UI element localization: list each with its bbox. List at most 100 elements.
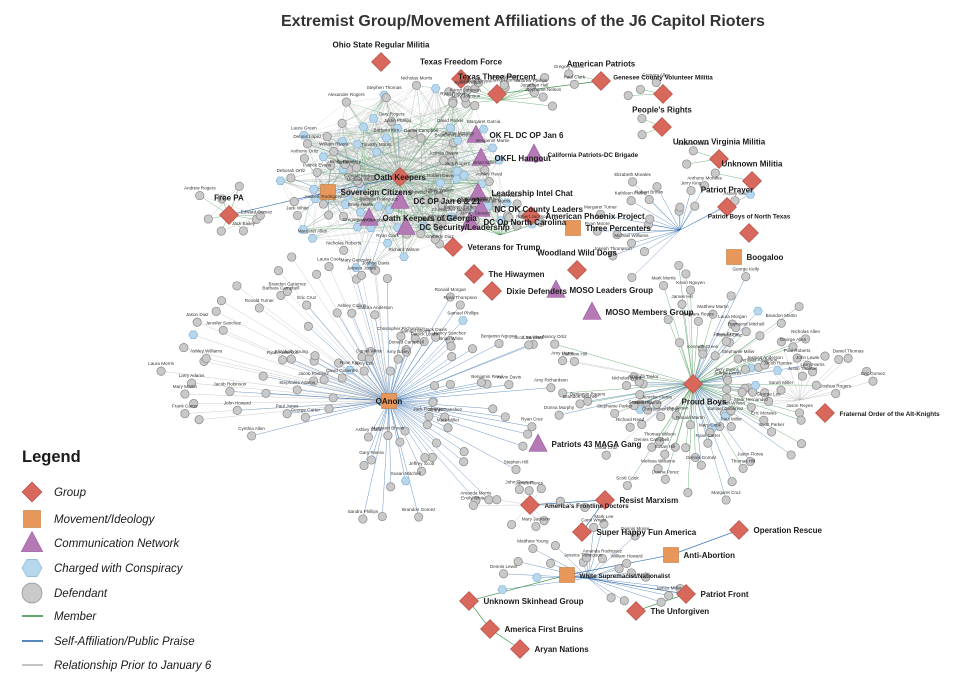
svg-text:Sandra Anderson: Sandra Anderson: [357, 305, 393, 310]
svg-text:Genesee County Volunteer Milit: Genesee County Volunteer Militia: [613, 75, 713, 82]
svg-text:John Howard: John Howard: [224, 400, 252, 405]
svg-text:Mary Cook: Mary Cook: [699, 422, 722, 427]
svg-text:Patriot Prayer: Patriot Prayer: [701, 186, 753, 195]
svg-text:People's Rights: People's Rights: [632, 106, 692, 115]
svg-text:Larry Harris: Larry Harris: [801, 362, 826, 367]
svg-text:Jerry King: Jerry King: [681, 181, 702, 186]
svg-text:MOSO Leaders Group: MOSO Leaders Group: [570, 286, 654, 295]
svg-text:Jacob Robinson: Jacob Robinson: [213, 381, 246, 386]
svg-text:Jason Diaz: Jason Diaz: [186, 312, 209, 317]
svg-text:Karen Johnson: Karen Johnson: [450, 88, 481, 93]
svg-text:Daniel Thomas: Daniel Thomas: [833, 348, 865, 353]
svg-text:Timothy Morris: Timothy Morris: [361, 142, 392, 147]
svg-text:Anti-Abortion: Anti-Abortion: [684, 551, 736, 560]
svg-text:Laura Green: Laura Green: [291, 125, 317, 130]
svg-text:Eric Gomez: Eric Gomez: [861, 371, 886, 376]
svg-text:Jessica Jones: Jessica Jones: [347, 265, 377, 270]
svg-text:Unknown Militia: Unknown Militia: [722, 160, 783, 169]
svg-text:John Lewis: John Lewis: [796, 355, 820, 360]
svg-text:Eric Cruz: Eric Cruz: [297, 295, 317, 300]
svg-text:Brandon Mitchell: Brandon Mitchell: [563, 394, 597, 399]
svg-text:The Hiwaymen: The Hiwaymen: [489, 270, 545, 279]
svg-text:Charged with Conspiracy: Charged with Conspiracy: [54, 563, 184, 575]
svg-text:Margaret Allen: Margaret Allen: [298, 228, 328, 233]
svg-text:Michael Williams: Michael Williams: [614, 233, 649, 238]
svg-text:Eric Morales: Eric Morales: [751, 410, 777, 415]
svg-text:Free PA: Free PA: [214, 194, 244, 203]
svg-text:Brandon Gutierrez: Brandon Gutierrez: [269, 282, 307, 287]
svg-text:Nicholas Roberts: Nicholas Roberts: [326, 240, 362, 245]
svg-text:Andrew Rodriguez: Andrew Rodriguez: [305, 194, 343, 199]
svg-text:Gary Rogers: Gary Rogers: [378, 112, 405, 117]
svg-text:Patriot Boys of North Texas: Patriot Boys of North Texas: [708, 214, 791, 221]
svg-text:Jacob Ramos: Jacob Ramos: [764, 361, 793, 366]
svg-text:Gregory Lewis: Gregory Lewis: [343, 217, 373, 222]
svg-text:America's Frontline Doctors: America's Frontline Doctors: [545, 503, 630, 510]
svg-text:Emily White: Emily White: [461, 495, 486, 500]
svg-text:Samuel Phillips: Samuel Phillips: [447, 310, 479, 315]
svg-text:Ryan Cruz: Ryan Cruz: [521, 417, 543, 422]
svg-text:Susan Mitchell: Susan Mitchell: [391, 471, 421, 476]
svg-text:Scott Parker: Scott Parker: [759, 422, 785, 427]
svg-text:Kevin Davis: Kevin Davis: [497, 375, 522, 380]
svg-text:Richard Wilson: Richard Wilson: [389, 247, 420, 252]
svg-text:George Lee: George Lee: [756, 391, 781, 396]
svg-text:Sandra Phillips: Sandra Phillips: [348, 509, 379, 514]
svg-text:Edward Gomez: Edward Gomez: [241, 210, 273, 215]
svg-text:Boogaloo: Boogaloo: [747, 253, 784, 262]
svg-text:George Kelly: George Kelly: [733, 267, 760, 272]
svg-text:Larry Adams: Larry Adams: [179, 373, 205, 378]
svg-text:Brandon Martin: Brandon Martin: [766, 313, 798, 318]
svg-text:Justin Phillips: Justin Phillips: [384, 118, 413, 123]
svg-text:Jeffrey Flores: Jeffrey Flores: [714, 370, 742, 375]
svg-text:Resist Marxism: Resist Marxism: [620, 496, 679, 505]
svg-text:Movement/Ideology: Movement/Ideology: [54, 514, 156, 526]
svg-text:Emily Parker: Emily Parker: [330, 159, 357, 164]
svg-text:Anthony Ortiz: Anthony Ortiz: [290, 148, 319, 153]
svg-text:Raymond Mitchell: Raymond Mitchell: [728, 322, 765, 327]
svg-text:Elizabeth Morales: Elizabeth Morales: [614, 172, 651, 177]
svg-text:Dennis Lewis: Dennis Lewis: [490, 564, 518, 569]
svg-text:Group: Group: [54, 487, 87, 499]
svg-text:Justin Thomas: Justin Thomas: [788, 366, 818, 371]
svg-text:Joshua Rivera: Joshua Rivera: [429, 151, 459, 156]
svg-text:Laura Morgan: Laura Morgan: [718, 314, 747, 319]
svg-text:Jessica Anderson: Jessica Anderson: [747, 355, 783, 360]
svg-text:Matthew Hill: Matthew Hill: [562, 351, 587, 356]
svg-text:James Flores: James Flores: [515, 481, 543, 486]
svg-text:Joshua Davis: Joshua Davis: [362, 260, 390, 265]
svg-text:Ryan Clark: Ryan Clark: [376, 233, 399, 238]
svg-text:Jennifer Sanchez: Jennifer Sanchez: [205, 320, 241, 325]
svg-text:Operation Rescue: Operation Rescue: [754, 526, 823, 535]
svg-text:Defendant: Defendant: [54, 588, 108, 600]
svg-text:Nancy Ortiz: Nancy Ortiz: [543, 334, 568, 339]
svg-text:Nicholas Morris: Nicholas Morris: [401, 75, 433, 80]
svg-text:Paul Clark: Paul Clark: [564, 74, 586, 79]
svg-text:Deborah Ortiz: Deborah Ortiz: [277, 168, 306, 173]
svg-text:Veterans for Trump: Veterans for Trump: [468, 243, 541, 252]
svg-text:OK FL DC OP Jan 6: OK FL DC OP Jan 6: [490, 131, 564, 140]
svg-text:Relationship Prior to January: Relationship Prior to January 6: [54, 660, 212, 672]
svg-text:Brandon Gomez: Brandon Gomez: [402, 507, 436, 512]
svg-text:Dixie Defenders: Dixie Defenders: [507, 287, 568, 296]
svg-text:Ashley Clark: Ashley Clark: [356, 427, 382, 432]
svg-text:George Morales: George Morales: [441, 130, 475, 135]
svg-text:Robert Davis: Robert Davis: [427, 173, 454, 178]
svg-text:White Supremacist/Nationalist: White Supremacist/Nationalist: [580, 573, 672, 580]
svg-text:Jacob Ramirez: Jacob Ramirez: [298, 371, 329, 376]
svg-text:Christopher Lopez: Christopher Lopez: [642, 407, 680, 412]
svg-text:Donna Murphy: Donna Murphy: [544, 405, 575, 410]
svg-text:Oath Keepers of Georgia: Oath Keepers of Georgia: [383, 214, 478, 223]
svg-text:Margaret Turner: Margaret Turner: [584, 204, 617, 209]
svg-text:Jerry Lee: Jerry Lee: [355, 361, 375, 366]
svg-text:Paul Miller: Paul Miller: [720, 417, 742, 422]
svg-text:American Patriots: American Patriots: [567, 60, 636, 69]
svg-text:Amy Bailey: Amy Bailey: [387, 349, 411, 354]
svg-text:David Gutierrez: David Gutierrez: [326, 368, 359, 373]
svg-text:Dennis Gomez: Dennis Gomez: [686, 455, 717, 460]
svg-text:Barbara Kim: Barbara Kim: [374, 128, 400, 133]
svg-text:Donna Perez: Donna Perez: [652, 469, 680, 474]
svg-text:Emily Harris: Emily Harris: [348, 202, 373, 207]
svg-text:Mary Jackson: Mary Jackson: [522, 517, 551, 522]
svg-text:Samuel Hill: Samuel Hill: [628, 399, 651, 404]
